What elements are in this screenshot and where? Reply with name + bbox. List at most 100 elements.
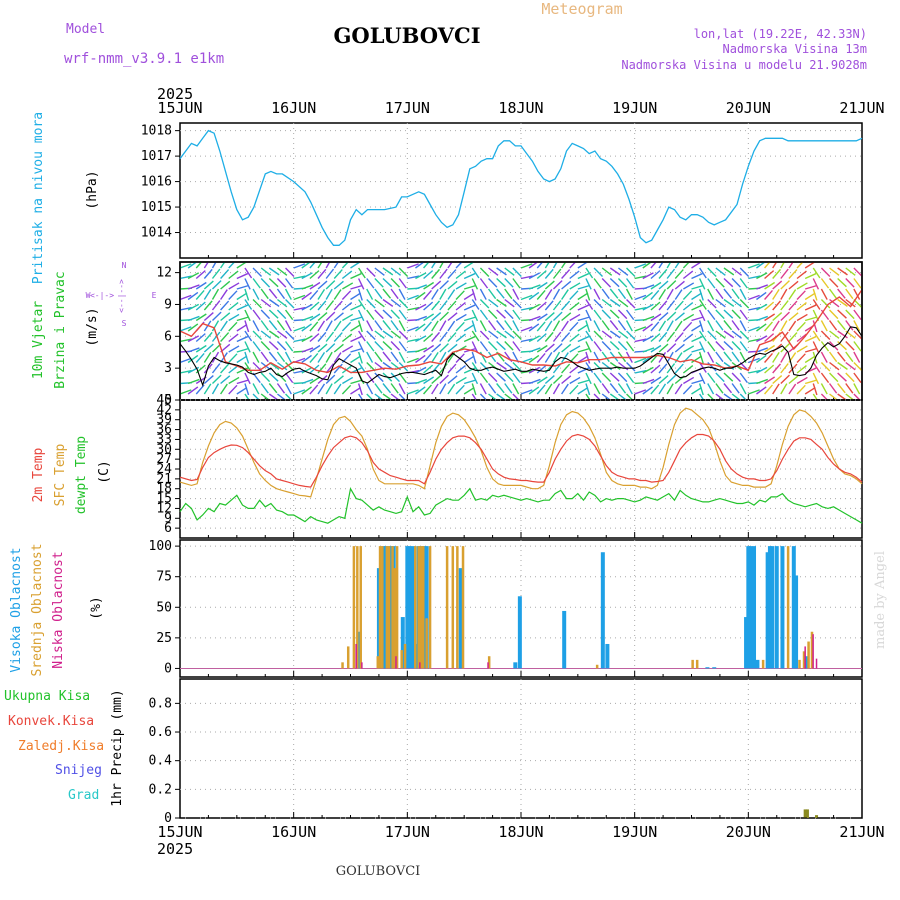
wind-arrow (544, 280, 555, 290)
wind-arrow (601, 383, 610, 394)
high-cloud-bar (712, 667, 717, 669)
wind-arrow (764, 281, 776, 290)
wind-arrow (780, 383, 788, 395)
wind-arrow (682, 321, 693, 332)
wind-arrow (357, 278, 365, 290)
wind-arrow (350, 272, 362, 280)
y-tick-label: 27 (156, 452, 172, 467)
wind-arrow (650, 262, 658, 269)
wind-arrow (585, 320, 591, 333)
wind-arrow (707, 341, 716, 352)
wind-arrow (585, 341, 592, 353)
wind-arrow (284, 351, 292, 363)
wind-arrow (439, 383, 447, 395)
wind-arrow (228, 313, 240, 322)
wind-arrow (845, 341, 855, 351)
wind-arrow (276, 320, 286, 331)
wind-arrow (374, 309, 384, 320)
y-tick-label: 0 (164, 393, 172, 408)
high-cloud-bar (405, 546, 410, 669)
wind-unit: (m/s) (85, 307, 100, 346)
wind-arrow (439, 343, 449, 353)
wind-arrow (861, 267, 862, 268)
wind-arrow (829, 341, 839, 351)
wind-arrow (244, 341, 251, 353)
compass-ew-axis: <-|-> (90, 291, 114, 300)
y-tick-label: 0.6 (149, 725, 172, 740)
wind-arrow (739, 393, 748, 400)
wind-label-1: 10m Vjetar (31, 301, 46, 379)
wind-arrow (650, 313, 662, 322)
wind-arrow (812, 383, 818, 396)
wind-arrow (739, 299, 750, 309)
wind-arrow (731, 320, 740, 331)
wind-arrow (195, 384, 205, 395)
wind-arrow (552, 311, 563, 322)
wind-arrow (276, 309, 287, 320)
y-tick-label: 6 (164, 329, 172, 344)
wind-arrow (666, 262, 672, 269)
wind-arrow (707, 372, 716, 384)
wind-arrow (577, 347, 590, 353)
wind-arrow (837, 340, 847, 351)
wind-arrow (415, 378, 427, 385)
mid-cloud-bar (695, 659, 699, 669)
wind-arrow (374, 288, 383, 300)
wind-arrow (626, 267, 636, 278)
wind-arrow (341, 333, 353, 343)
low-cloud-bar (487, 662, 489, 669)
wind-arrow (203, 300, 213, 311)
wind-arrow (350, 304, 362, 311)
wind-arrow (252, 278, 261, 289)
high-cloud-bar (755, 659, 760, 669)
wind-arrow (203, 343, 214, 353)
wind-arrow (187, 323, 199, 332)
wind-arrow (853, 288, 861, 300)
wind-arrow (220, 383, 228, 395)
wind-arrow (658, 300, 668, 311)
wind-arrow (845, 309, 855, 320)
wind-arrow (447, 320, 456, 332)
wind-arrow (739, 309, 748, 321)
wind-arrow (715, 267, 726, 276)
wind-arrow (626, 393, 634, 400)
wind-arrow (861, 319, 862, 321)
low-cloud-bar (361, 662, 363, 669)
wind-arrow (357, 351, 363, 364)
wind-arrow (203, 375, 214, 385)
wind-arrow (748, 338, 761, 343)
wind-arrow (569, 262, 577, 269)
wind-arrow (796, 345, 808, 353)
wind-arrow (698, 372, 706, 385)
wind-arrow (748, 326, 760, 332)
wind-arrow (609, 383, 619, 394)
wind-arrow (333, 352, 342, 363)
wind-arrow (260, 351, 269, 363)
wind-arrow (342, 376, 354, 385)
mid-cloud-bar (487, 656, 491, 669)
wind-arrow (739, 383, 747, 395)
wind-arrow (520, 306, 533, 311)
wind-arrow (431, 289, 439, 300)
wind-arrow (293, 389, 306, 395)
wind-arrow (496, 298, 507, 307)
wind-arrow (593, 309, 602, 321)
wind-arrow (512, 267, 522, 278)
wind-arrow (764, 270, 775, 280)
wind-arrow (820, 351, 828, 363)
wind-arrow (195, 301, 206, 311)
wind-arrow (342, 345, 354, 353)
wind-arrow (666, 288, 674, 300)
wind-arrow (317, 383, 326, 395)
wind-arrow (650, 333, 661, 343)
wind-arrow (431, 262, 437, 269)
wind-arrow (187, 347, 200, 353)
wind-arrow (317, 300, 327, 311)
y-tick-label: 0 (164, 661, 172, 676)
wind-arrow (861, 351, 862, 352)
mid-cloud-bar (403, 643, 407, 669)
wind-arrow (804, 284, 817, 290)
wind-arrow (658, 352, 667, 363)
wind-arrow (398, 267, 409, 278)
wind-arrow (487, 288, 497, 300)
